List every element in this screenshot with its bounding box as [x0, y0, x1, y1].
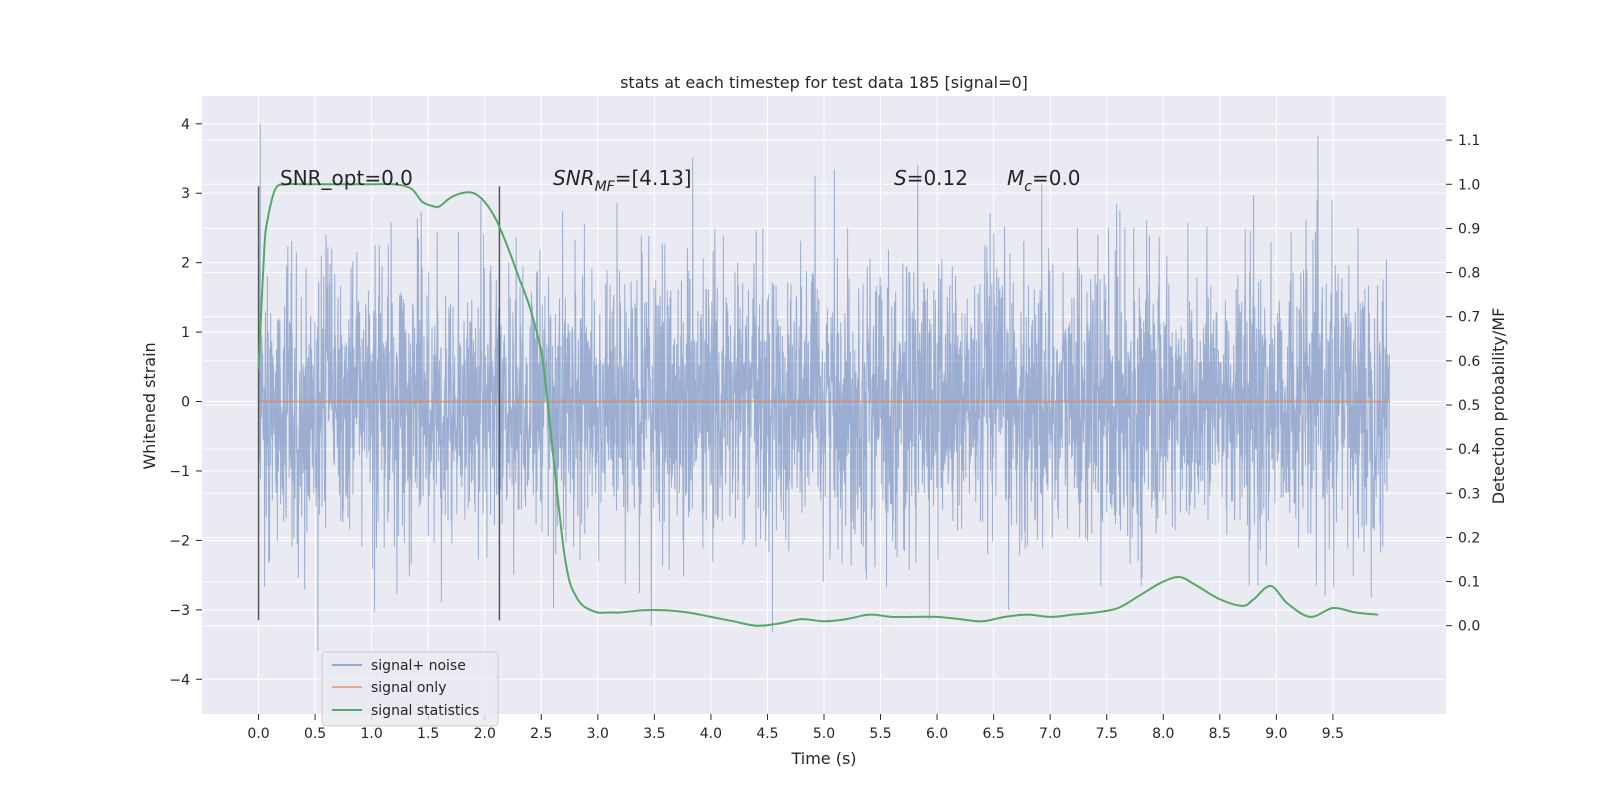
x-tick-label: 1.0 [361, 726, 383, 742]
x-tick-label: 9.5 [1322, 726, 1344, 742]
y-left-tick-label: 0 [181, 395, 190, 411]
x-axis-label: Time (s) [790, 749, 856, 768]
s-value: =0.12 [907, 166, 968, 190]
statistics-curve [257, 182, 1379, 627]
y-left-tick-label: 4 [181, 117, 190, 133]
legend-box [321, 651, 499, 727]
mc-subscript: c [1024, 179, 1032, 195]
snr-mf-subscript: MF [595, 179, 616, 195]
annotation-snr-mf: SNRMF=[4.13] [553, 166, 692, 195]
legend-label-signal: signal only [371, 680, 446, 696]
x-tick-label: 3.0 [587, 726, 609, 742]
snr-mf-value: =[4.13] [615, 166, 692, 190]
x-tick-label: 0.5 [304, 726, 326, 742]
x-tick-label: 8.5 [1209, 726, 1231, 742]
y-right-tick-label: 0.4 [1458, 442, 1480, 458]
x-tick-label: 2.0 [474, 726, 496, 742]
annotation-snr-opt: SNR_opt=0.0 [280, 166, 413, 190]
s-symbol: S [894, 166, 907, 190]
snr-mf-symbol: SNR [553, 166, 595, 190]
y-axis-left-label: Whitened strain [140, 342, 159, 469]
x-tick-label: 8.0 [1152, 726, 1174, 742]
x-tick-label: 0.0 [247, 726, 269, 742]
series-signal-plus-noise [258, 123, 1390, 652]
x-tick-label: 6.0 [926, 726, 948, 742]
annotation-mc: Mc=0.0 [1007, 166, 1081, 195]
legend-label-noise: signal+ noise [371, 658, 466, 674]
y-left-tick-label: −3 [169, 603, 190, 619]
y-left-tick-label: −4 [169, 672, 190, 688]
mc-value: =0.0 [1032, 166, 1081, 190]
y-right-tick-label: 1.0 [1458, 177, 1480, 193]
x-tick-label: 3.5 [643, 726, 665, 742]
y-left-tick-label: 3 [181, 186, 190, 202]
y-axis-left-ticks: 4 3 2 1 0 −1 −2 −3 −4 [169, 117, 202, 688]
x-tick-label: 4.0 [700, 726, 722, 742]
x-tick-label: 4.5 [756, 726, 778, 742]
y-left-tick-label: 1 [181, 325, 190, 341]
x-tick-label: 5.5 [869, 726, 891, 742]
y-axis-right-label: Detection probability/MF [1489, 308, 1508, 505]
x-tick-label: 7.5 [1096, 726, 1118, 742]
y-right-tick-label: 0.6 [1458, 354, 1480, 370]
annotation-s: S=0.12 [894, 166, 968, 190]
y-left-tick-label: 2 [181, 256, 190, 272]
noise-trace [258, 123, 1390, 652]
x-axis-ticks: 0.0 0.5 1.0 1.5 2.0 2.5 3.0 3.5 4.0 4.5 5.0 5.5 6.0 6… [247, 714, 1344, 742]
y-right-tick-label: 0.2 [1458, 530, 1480, 546]
y-right-tick-label: 0.8 [1458, 266, 1480, 282]
x-tick-label: 7.0 [1039, 726, 1061, 742]
y-right-tick-label: 0.3 [1458, 486, 1480, 502]
y-right-tick-label: 0.1 [1458, 575, 1480, 591]
x-tick-label: 1.5 [417, 726, 439, 742]
y-left-tick-label: −1 [169, 464, 190, 480]
mc-symbol: M [1007, 166, 1024, 190]
x-tick-label: 9.0 [1265, 726, 1287, 742]
y-right-tick-label: 0.0 [1458, 619, 1480, 635]
x-tick-label: 6.5 [983, 726, 1005, 742]
y-right-tick-label: 0.5 [1458, 398, 1480, 414]
y-right-tick-label: 0.7 [1458, 310, 1480, 326]
x-tick-label: 5.0 [813, 726, 835, 742]
y-right-tick-label: 0.9 [1458, 221, 1480, 237]
y-axis-right-ticks: 1.1 1.0 0.9 0.8 0.7 0.6 0.5 0.4 0.3 0.2 0.1 0.0 [1446, 133, 1480, 635]
y-left-tick-label: −2 [169, 533, 190, 549]
chart-title: stats at each timestep for test data 185… [620, 73, 1028, 92]
series-signal-statistics [257, 182, 1379, 627]
y-right-tick-label: 1.1 [1458, 133, 1480, 149]
legend: signal+ noise signal only signal statist… [321, 651, 499, 727]
marker-lines [257, 186, 501, 621]
legend-label-stat: signal statistics [371, 703, 479, 719]
x-tick-label: 2.5 [530, 726, 552, 742]
